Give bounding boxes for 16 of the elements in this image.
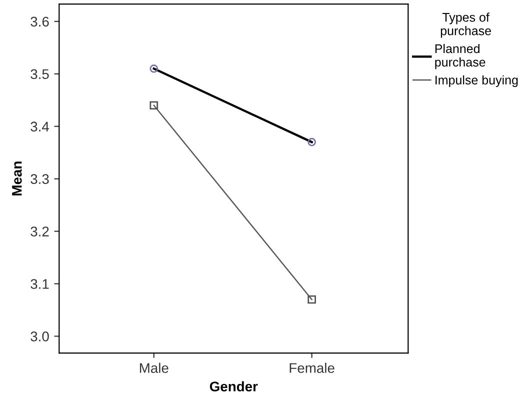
x-tick-label: Male	[140, 362, 168, 373]
point	[308, 295, 316, 304]
x-tick-label: Female	[290, 362, 334, 373]
y-axis-title: Mean	[12, 162, 22, 196]
y-tick-label: 3.6	[30, 16, 49, 27]
legend-title: Types of purchase	[440, 12, 491, 38]
y-tick-label: 3.4	[30, 122, 50, 132]
y-tick-label: 3.0	[30, 332, 49, 342]
y-tick-label: 3.1	[30, 279, 49, 289]
x-axis-title: Gender	[210, 381, 258, 392]
y-tick-label: 3.3	[30, 174, 49, 184]
legend-label: Planned purchase	[435, 44, 486, 70]
legend-label: Impulse buying	[436, 75, 518, 87]
y-tick-label: 3.5	[30, 69, 49, 80]
y-tick-label: 3.2	[30, 226, 49, 236]
point	[150, 101, 158, 110]
